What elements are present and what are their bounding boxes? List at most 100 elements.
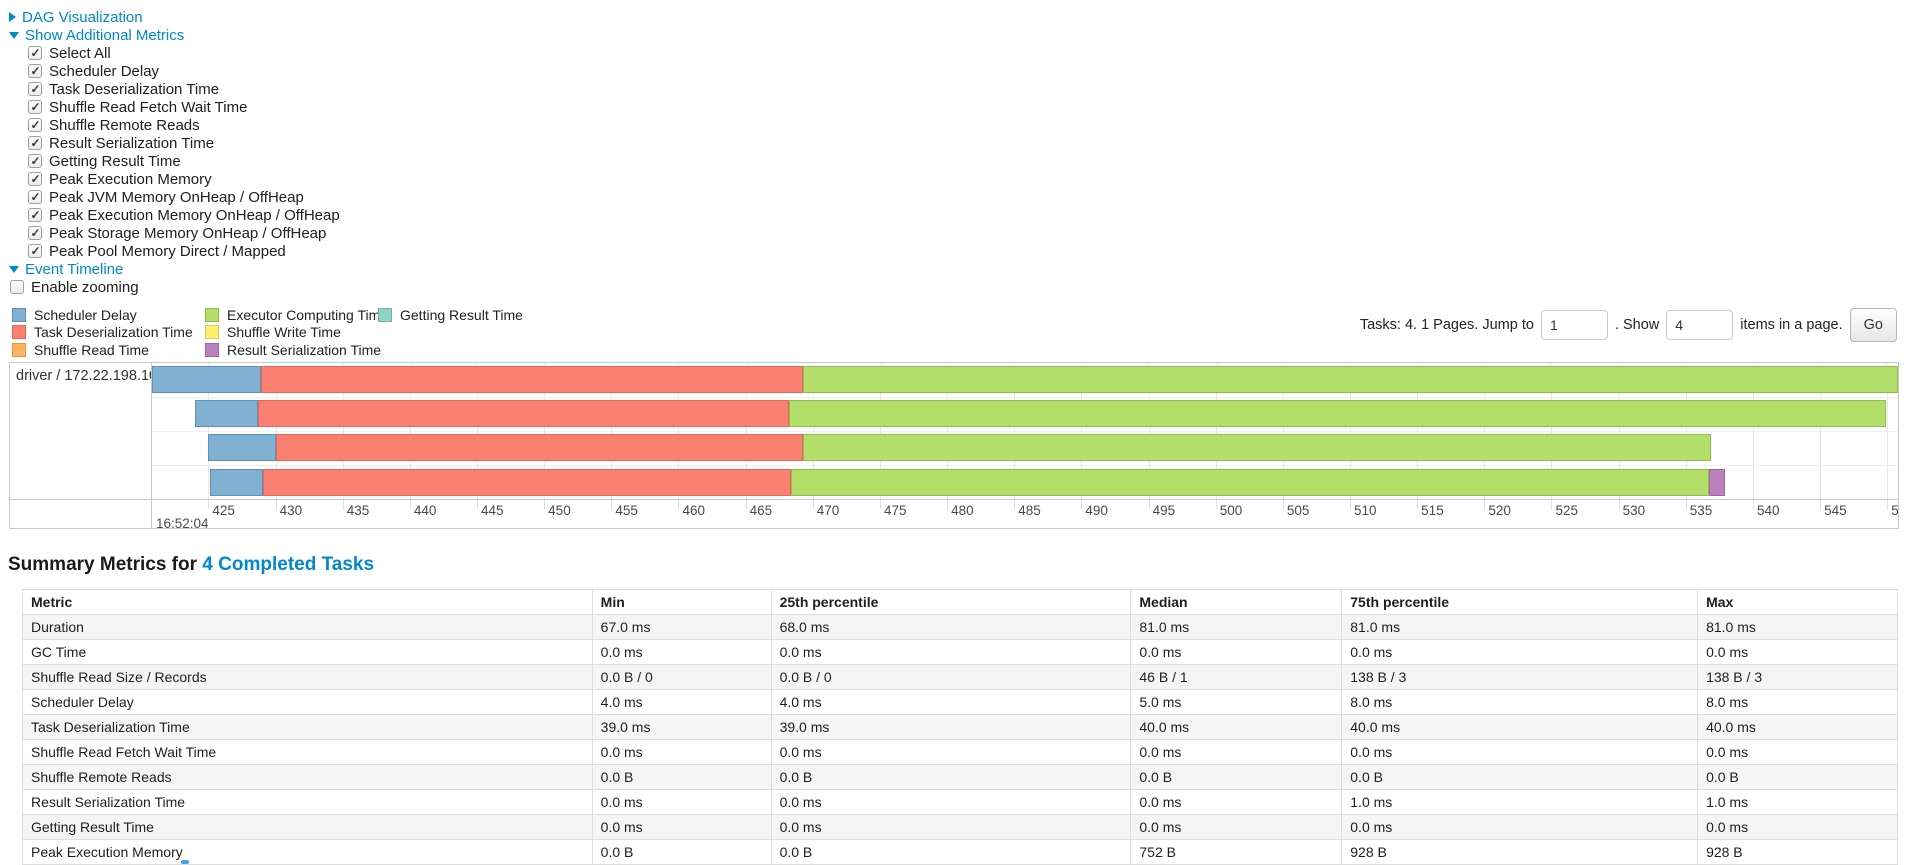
metric-value-cell: 928 B	[1341, 839, 1699, 865]
metric-value-cell: 0.0 ms	[1130, 739, 1343, 765]
table-row-shuffle-read-size-records: Shuffle Read Size / Records 0.0 B / 0 0.0 …	[22, 664, 1898, 690]
result-serialization-swatch-icon	[205, 342, 219, 357]
legend-label: Shuffle Write Time	[227, 324, 341, 341]
axis-tick-mark	[1014, 500, 1016, 509]
collapsed-arrow-icon	[9, 12, 16, 22]
axis-tick-label: 520	[1488, 503, 1511, 518]
executor-row-label: driver / 172.22.198.104	[10, 363, 152, 499]
task-4-segment-result-serialization[interactable]	[1708, 468, 1725, 496]
enable-zooming-checkbox[interactable]	[10, 280, 24, 294]
legend-column: Scheduler Delay Task Deserialization Time…	[12, 306, 205, 359]
metric-checkbox-row-shuffle-remote-reads[interactable]: Shuffle Remote Reads	[28, 116, 1907, 134]
axis-tick-mark	[745, 500, 747, 509]
table-body: Duration 67.0 ms 68.0 ms 81.0 ms 81.0 ms 81.0…	[22, 614, 1898, 865]
metric-value-cell: 0.0 ms	[591, 789, 772, 815]
metric-checkbox-row-peak-execution-memory[interactable]: Peak Execution Memory	[28, 170, 1907, 188]
task-1-segment-task-deserialization[interactable]	[260, 366, 804, 393]
checkbox-peak-jvm-memory-onheap-offheap[interactable]	[28, 190, 42, 204]
metric-checkbox-row-peak-pool-memory-direct-mapped[interactable]: Peak Pool Memory Direct / Mapped	[28, 242, 1907, 260]
checkbox-peak-pool-memory-direct-mapped[interactable]	[28, 244, 42, 258]
metric-checkbox-row-select-all[interactable]: Select All	[28, 44, 1907, 62]
axis-tick-label: 480	[951, 503, 974, 518]
additional-metrics-checkbox-list: Select All Scheduler Delay Task Deserializ…	[28, 44, 1907, 260]
axis-tick-label: 460	[682, 503, 706, 518]
metric-value-cell: 4.0 ms	[770, 689, 1132, 715]
table-row-shuffle-remote-reads: Shuffle Remote Reads 0.0 B 0.0 B 0.0 B 0.0 B…	[22, 764, 1898, 790]
enable-zooming-label: Enable zooming	[31, 278, 139, 296]
checkbox-shuffle-read-fetch-wait-time[interactable]	[28, 100, 42, 114]
checkbox-select-all[interactable]	[28, 46, 42, 60]
metric-value-cell: 0.0 ms	[591, 814, 772, 840]
legend-item-result-serialization: Result Serialization Time	[205, 341, 381, 359]
checkbox-scheduler-delay[interactable]	[28, 64, 42, 78]
metric-value-cell: 81.0 ms	[1341, 614, 1699, 640]
task-2-segment-executor-computing[interactable]	[788, 400, 1886, 428]
axis-tick-mark	[1752, 500, 1754, 509]
metric-value-cell: 0.0 B	[1697, 764, 1898, 790]
event-timeline-toggle[interactable]: Event Timeline	[9, 260, 1907, 278]
task-2-segment-scheduler-delay[interactable]	[194, 400, 259, 428]
axis-tick-mark	[1887, 500, 1889, 509]
checkbox-peak-storage-memory-onheap-offheap[interactable]	[28, 226, 42, 240]
task-3-segment-scheduler-delay[interactable]	[208, 434, 276, 462]
metric-checkbox-row-scheduler-delay[interactable]: Scheduler Delay	[28, 62, 1907, 80]
axis-tick-mark	[1685, 500, 1687, 509]
enable-zooming-row[interactable]: Enable zooming	[9, 278, 1907, 296]
metric-checkbox-row-peak-storage-memory-onheap-offheap[interactable]: Peak Storage Memory OnHeap / OffHeap	[28, 224, 1907, 242]
legend-label: Shuffle Read Time	[34, 341, 149, 358]
metric-value-cell: 8.0 ms	[1697, 689, 1898, 715]
metric-value-cell: 8.0 ms	[1341, 689, 1699, 715]
task-2-segment-task-deserialization[interactable]	[258, 400, 789, 428]
dag-visualization-toggle[interactable]: DAG Visualization	[9, 8, 1907, 26]
metric-value-cell: 68.0 ms	[770, 614, 1132, 640]
metric-checkbox-row-getting-result-time[interactable]: Getting Result Time	[28, 152, 1907, 170]
axis-tick-label: 490	[1085, 503, 1108, 518]
metric-name-cell: Shuffle Read Size / Records	[22, 664, 593, 690]
completed-tasks-link[interactable]: 4 Completed Tasks	[202, 554, 375, 575]
axis-tick-mark	[947, 500, 949, 509]
metric-checkbox-row-peak-execution-memory-onheap-offheap[interactable]: Peak Execution Memory OnHeap / OffHeap	[28, 206, 1907, 224]
metric-value-cell: 40.0 ms	[1130, 714, 1343, 740]
axis-tick-label: 450	[548, 503, 571, 518]
checkbox-getting-result-time[interactable]	[28, 154, 42, 168]
checkbox-task-deserialization-time[interactable]	[28, 82, 42, 96]
jump-to-page-input[interactable]	[1540, 310, 1608, 340]
axis-tick-label: 510	[1354, 503, 1377, 518]
axis-tick-label: 435	[346, 503, 370, 518]
checkbox-peak-execution-memory-onheap-offheap[interactable]	[28, 208, 42, 222]
column-header-median: Median	[1130, 589, 1343, 615]
metric-value-cell: 1.0 ms	[1341, 789, 1699, 815]
metric-checkbox-row-peak-jvm-memory-onheap-offheap[interactable]: Peak JVM Memory OnHeap / OffHeap	[28, 188, 1907, 206]
axis-tick-label: 540	[1756, 503, 1780, 518]
items-per-page-input[interactable]	[1666, 310, 1734, 340]
task-1-segment-scheduler-delay[interactable]	[152, 366, 261, 393]
task-1-segment-executor-computing[interactable]	[803, 366, 1898, 393]
metric-checkbox-row-task-deserialization-time[interactable]: Task Deserialization Time	[28, 80, 1907, 98]
task-3-segment-executor-computing[interactable]	[803, 434, 1712, 462]
legend-column: Getting Result Time	[378, 306, 523, 359]
go-button[interactable]: Go	[1849, 308, 1897, 342]
legend-label: Executor Computing Time	[227, 306, 389, 323]
task-4-segment-scheduler-delay[interactable]	[209, 468, 264, 496]
legend-label: Scheduler Delay	[34, 306, 137, 323]
metric-value-cell: 39.0 ms	[591, 714, 772, 740]
axis-tick-mark	[812, 500, 814, 509]
table-row-duration: Duration 67.0 ms 68.0 ms 81.0 ms 81.0 ms 81.0…	[22, 614, 1898, 640]
axis-tick-mark	[275, 500, 277, 509]
task-4-segment-executor-computing[interactable]	[791, 468, 1709, 496]
metric-value-cell: 67.0 ms	[591, 614, 772, 640]
legend-item-getting-result: Getting Result Time	[378, 306, 523, 324]
task-4-segment-task-deserialization[interactable]	[263, 468, 792, 496]
axis-tick-label: 440	[413, 503, 437, 518]
show-additional-metrics-toggle[interactable]: Show Additional Metrics	[9, 26, 1907, 44]
task-3-segment-task-deserialization[interactable]	[275, 434, 804, 462]
metric-checkbox-row-shuffle-read-fetch-wait-time[interactable]: Shuffle Read Fetch Wait Time	[28, 98, 1907, 116]
checkbox-peak-execution-memory[interactable]	[28, 172, 42, 186]
checkbox-shuffle-remote-reads[interactable]	[28, 118, 42, 132]
axis-tick-label: 550	[1891, 503, 1898, 518]
metric-value-cell: 138 B / 3	[1341, 664, 1699, 690]
metric-checkbox-row-result-serialization-time[interactable]: Result Serialization Time	[28, 134, 1907, 152]
checkbox-result-serialization-time[interactable]	[28, 136, 42, 150]
axis-tick-label: 485	[1018, 503, 1041, 518]
axis-tick-mark	[1148, 500, 1150, 509]
